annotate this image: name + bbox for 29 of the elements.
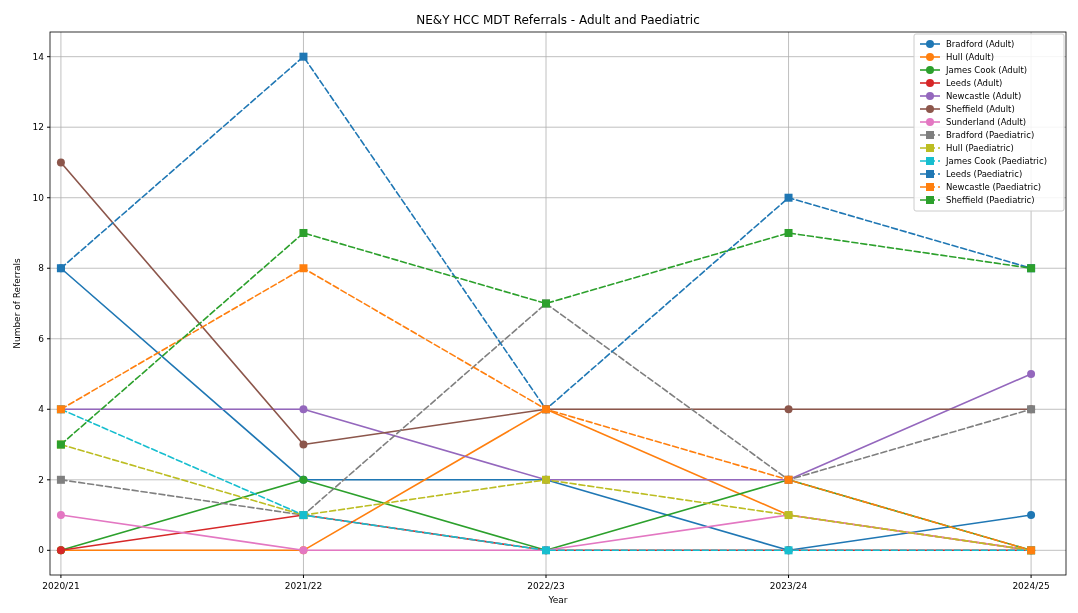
- chart-title: NE&Y HCC MDT Referrals - Adult and Paediatric: [416, 13, 700, 27]
- legend-label: Bradford (Paediatric): [946, 129, 1035, 140]
- legend-label: Hull (Adult): [946, 51, 994, 62]
- y-tick-label: 12: [32, 122, 44, 133]
- legend-label: Sheffield (Adult): [946, 103, 1015, 114]
- y-axis-title: Number of Referrals: [12, 257, 22, 349]
- legend-label: Newcastle (Paediatric): [946, 181, 1042, 192]
- y-tick-label: 14: [32, 51, 45, 62]
- y-tick-label: 6: [38, 333, 45, 344]
- x-tick-label: 2024/25: [1012, 581, 1050, 591]
- y-tick-label: 2: [38, 474, 44, 485]
- y-tick-label: 8: [38, 263, 45, 274]
- legend-label: Sheffield (Paediatric): [946, 194, 1035, 205]
- legend-label: Sunderland (Adult): [946, 116, 1027, 127]
- x-tick-label: 2022/23: [527, 581, 565, 591]
- legend-label: Newcastle (Adult): [946, 90, 1022, 101]
- x-tick-label: 2020/21: [42, 581, 80, 591]
- x-tick-label: 2023/24: [769, 581, 808, 591]
- y-tick-label: 0: [38, 545, 45, 556]
- legend-label: James Cook (Adult): [945, 64, 1028, 75]
- legend-label: Hull (Paediatric): [946, 142, 1014, 153]
- y-tick-label: 10: [32, 192, 45, 203]
- legend-label: Leeds (Paediatric): [946, 168, 1023, 179]
- y-tick-label: 4: [38, 404, 45, 415]
- legend-label: James Cook (Paediatric): [945, 155, 1047, 166]
- legend-label: Leeds (Adult): [946, 77, 1003, 88]
- x-tick-label: 2021/22: [284, 581, 323, 591]
- legend-label: Bradford (Adult): [946, 38, 1015, 49]
- x-axis-title: Year: [547, 595, 568, 605]
